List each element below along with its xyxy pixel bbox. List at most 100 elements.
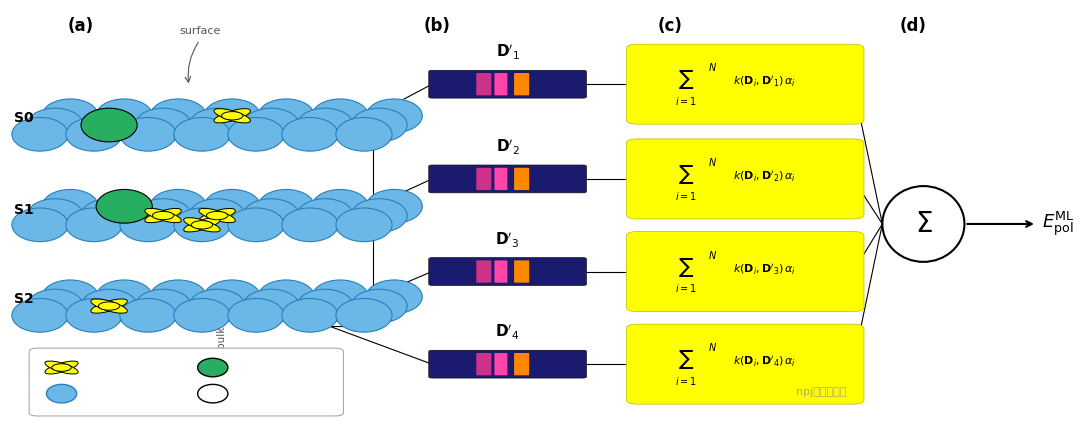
Ellipse shape <box>258 99 314 133</box>
Ellipse shape <box>81 108 137 142</box>
Ellipse shape <box>366 280 422 314</box>
Ellipse shape <box>91 299 127 313</box>
Ellipse shape <box>91 299 127 313</box>
Ellipse shape <box>282 117 338 151</box>
Ellipse shape <box>258 189 314 223</box>
Ellipse shape <box>204 99 260 133</box>
Text: Dopant: Dopant <box>238 361 281 374</box>
FancyBboxPatch shape <box>495 260 508 283</box>
Text: $k(\mathbf{D}_i, \mathbf{D}'_{4})\,\alpha_i$: $k(\mathbf{D}_i, \mathbf{D}'_{4})\,\alph… <box>733 355 796 369</box>
Ellipse shape <box>66 298 122 332</box>
Ellipse shape <box>135 108 191 142</box>
FancyBboxPatch shape <box>514 168 529 190</box>
Ellipse shape <box>174 117 230 151</box>
Text: S1: S1 <box>14 203 33 218</box>
Ellipse shape <box>198 358 228 377</box>
Text: bulk: bulk <box>216 325 227 348</box>
Text: surface: surface <box>179 26 220 36</box>
Ellipse shape <box>336 117 392 151</box>
Ellipse shape <box>42 189 98 223</box>
Text: $k(\mathbf{D}_i, \mathbf{D}'_{2})\,\alpha_i$: $k(\mathbf{D}_i, \mathbf{D}'_{2})\,\alph… <box>733 170 796 184</box>
Ellipse shape <box>120 298 176 332</box>
Ellipse shape <box>204 189 260 223</box>
FancyBboxPatch shape <box>626 44 864 124</box>
Ellipse shape <box>199 208 235 223</box>
Text: $N$: $N$ <box>708 156 717 168</box>
Ellipse shape <box>258 280 314 314</box>
Ellipse shape <box>198 384 228 403</box>
Ellipse shape <box>96 189 152 223</box>
Ellipse shape <box>312 280 368 314</box>
Text: $N$: $N$ <box>708 341 717 353</box>
Text: S2: S2 <box>14 292 33 306</box>
Text: (b): (b) <box>424 17 450 35</box>
Ellipse shape <box>351 108 407 142</box>
FancyBboxPatch shape <box>476 73 491 95</box>
Ellipse shape <box>81 199 137 232</box>
Ellipse shape <box>189 289 245 323</box>
FancyBboxPatch shape <box>29 348 343 416</box>
FancyBboxPatch shape <box>626 232 864 312</box>
Ellipse shape <box>145 208 181 223</box>
FancyBboxPatch shape <box>429 258 586 285</box>
Text: $E_{\mathrm{pol}}^{\mathrm{ML}}$: $E_{\mathrm{pol}}^{\mathrm{ML}}$ <box>1042 210 1075 238</box>
Text: $\sum$: $\sum$ <box>678 349 693 371</box>
Ellipse shape <box>204 280 260 314</box>
Ellipse shape <box>96 99 152 133</box>
Text: $\sum$: $\sum$ <box>678 256 693 279</box>
Ellipse shape <box>199 208 235 223</box>
Text: $\mathbf{D}'_2$: $\mathbf{D}'_2$ <box>496 138 519 157</box>
Ellipse shape <box>27 289 83 323</box>
Ellipse shape <box>243 108 299 142</box>
FancyBboxPatch shape <box>626 139 864 219</box>
Ellipse shape <box>228 298 284 332</box>
Ellipse shape <box>184 218 220 232</box>
Text: $N$: $N$ <box>708 61 717 73</box>
Ellipse shape <box>228 117 284 151</box>
Ellipse shape <box>336 208 392 242</box>
Ellipse shape <box>120 117 176 151</box>
Text: $\sum$: $\sum$ <box>678 69 693 91</box>
Text: $\Sigma$: $\Sigma$ <box>915 210 932 238</box>
Text: $i=1$: $i=1$ <box>675 95 697 107</box>
Text: $i=1$: $i=1$ <box>675 375 697 387</box>
Ellipse shape <box>221 112 243 120</box>
Text: S0: S0 <box>14 111 33 125</box>
Ellipse shape <box>45 361 78 374</box>
Text: $\mathbf{D}'_1$: $\mathbf{D}'_1$ <box>496 43 519 62</box>
Ellipse shape <box>150 189 206 223</box>
Text: $\mathbf{D}'_3$: $\mathbf{D}'_3$ <box>496 230 519 250</box>
Ellipse shape <box>228 208 284 242</box>
Ellipse shape <box>297 199 353 232</box>
Text: npj计算材料学: npj计算材料学 <box>796 386 846 397</box>
Ellipse shape <box>214 109 251 123</box>
Ellipse shape <box>145 208 181 223</box>
FancyBboxPatch shape <box>495 73 508 95</box>
Ellipse shape <box>45 361 78 374</box>
Ellipse shape <box>214 109 251 123</box>
Ellipse shape <box>243 199 299 232</box>
FancyBboxPatch shape <box>514 353 529 376</box>
Ellipse shape <box>150 99 206 133</box>
Text: (d): (d) <box>900 17 926 35</box>
Ellipse shape <box>297 108 353 142</box>
Ellipse shape <box>312 189 368 223</box>
Ellipse shape <box>297 289 353 323</box>
Text: $\mathbf{D}'_4$: $\mathbf{D}'_4$ <box>496 323 519 342</box>
Ellipse shape <box>312 99 368 133</box>
Ellipse shape <box>27 199 83 232</box>
Text: $N$: $N$ <box>708 249 717 261</box>
Text: ...: ... <box>215 350 228 362</box>
Text: (c): (c) <box>657 17 683 35</box>
Ellipse shape <box>336 298 392 332</box>
Ellipse shape <box>882 186 964 262</box>
Ellipse shape <box>351 199 407 232</box>
Ellipse shape <box>206 211 228 220</box>
FancyBboxPatch shape <box>429 165 586 193</box>
Text: $k(\mathbf{D}_i, \mathbf{D}'_{3})\,\alpha_i$: $k(\mathbf{D}_i, \mathbf{D}'_{3})\,\alph… <box>733 262 796 277</box>
Text: Site: Site <box>90 387 112 400</box>
Ellipse shape <box>174 208 230 242</box>
FancyBboxPatch shape <box>429 70 586 98</box>
Ellipse shape <box>66 117 122 151</box>
Ellipse shape <box>243 289 299 323</box>
